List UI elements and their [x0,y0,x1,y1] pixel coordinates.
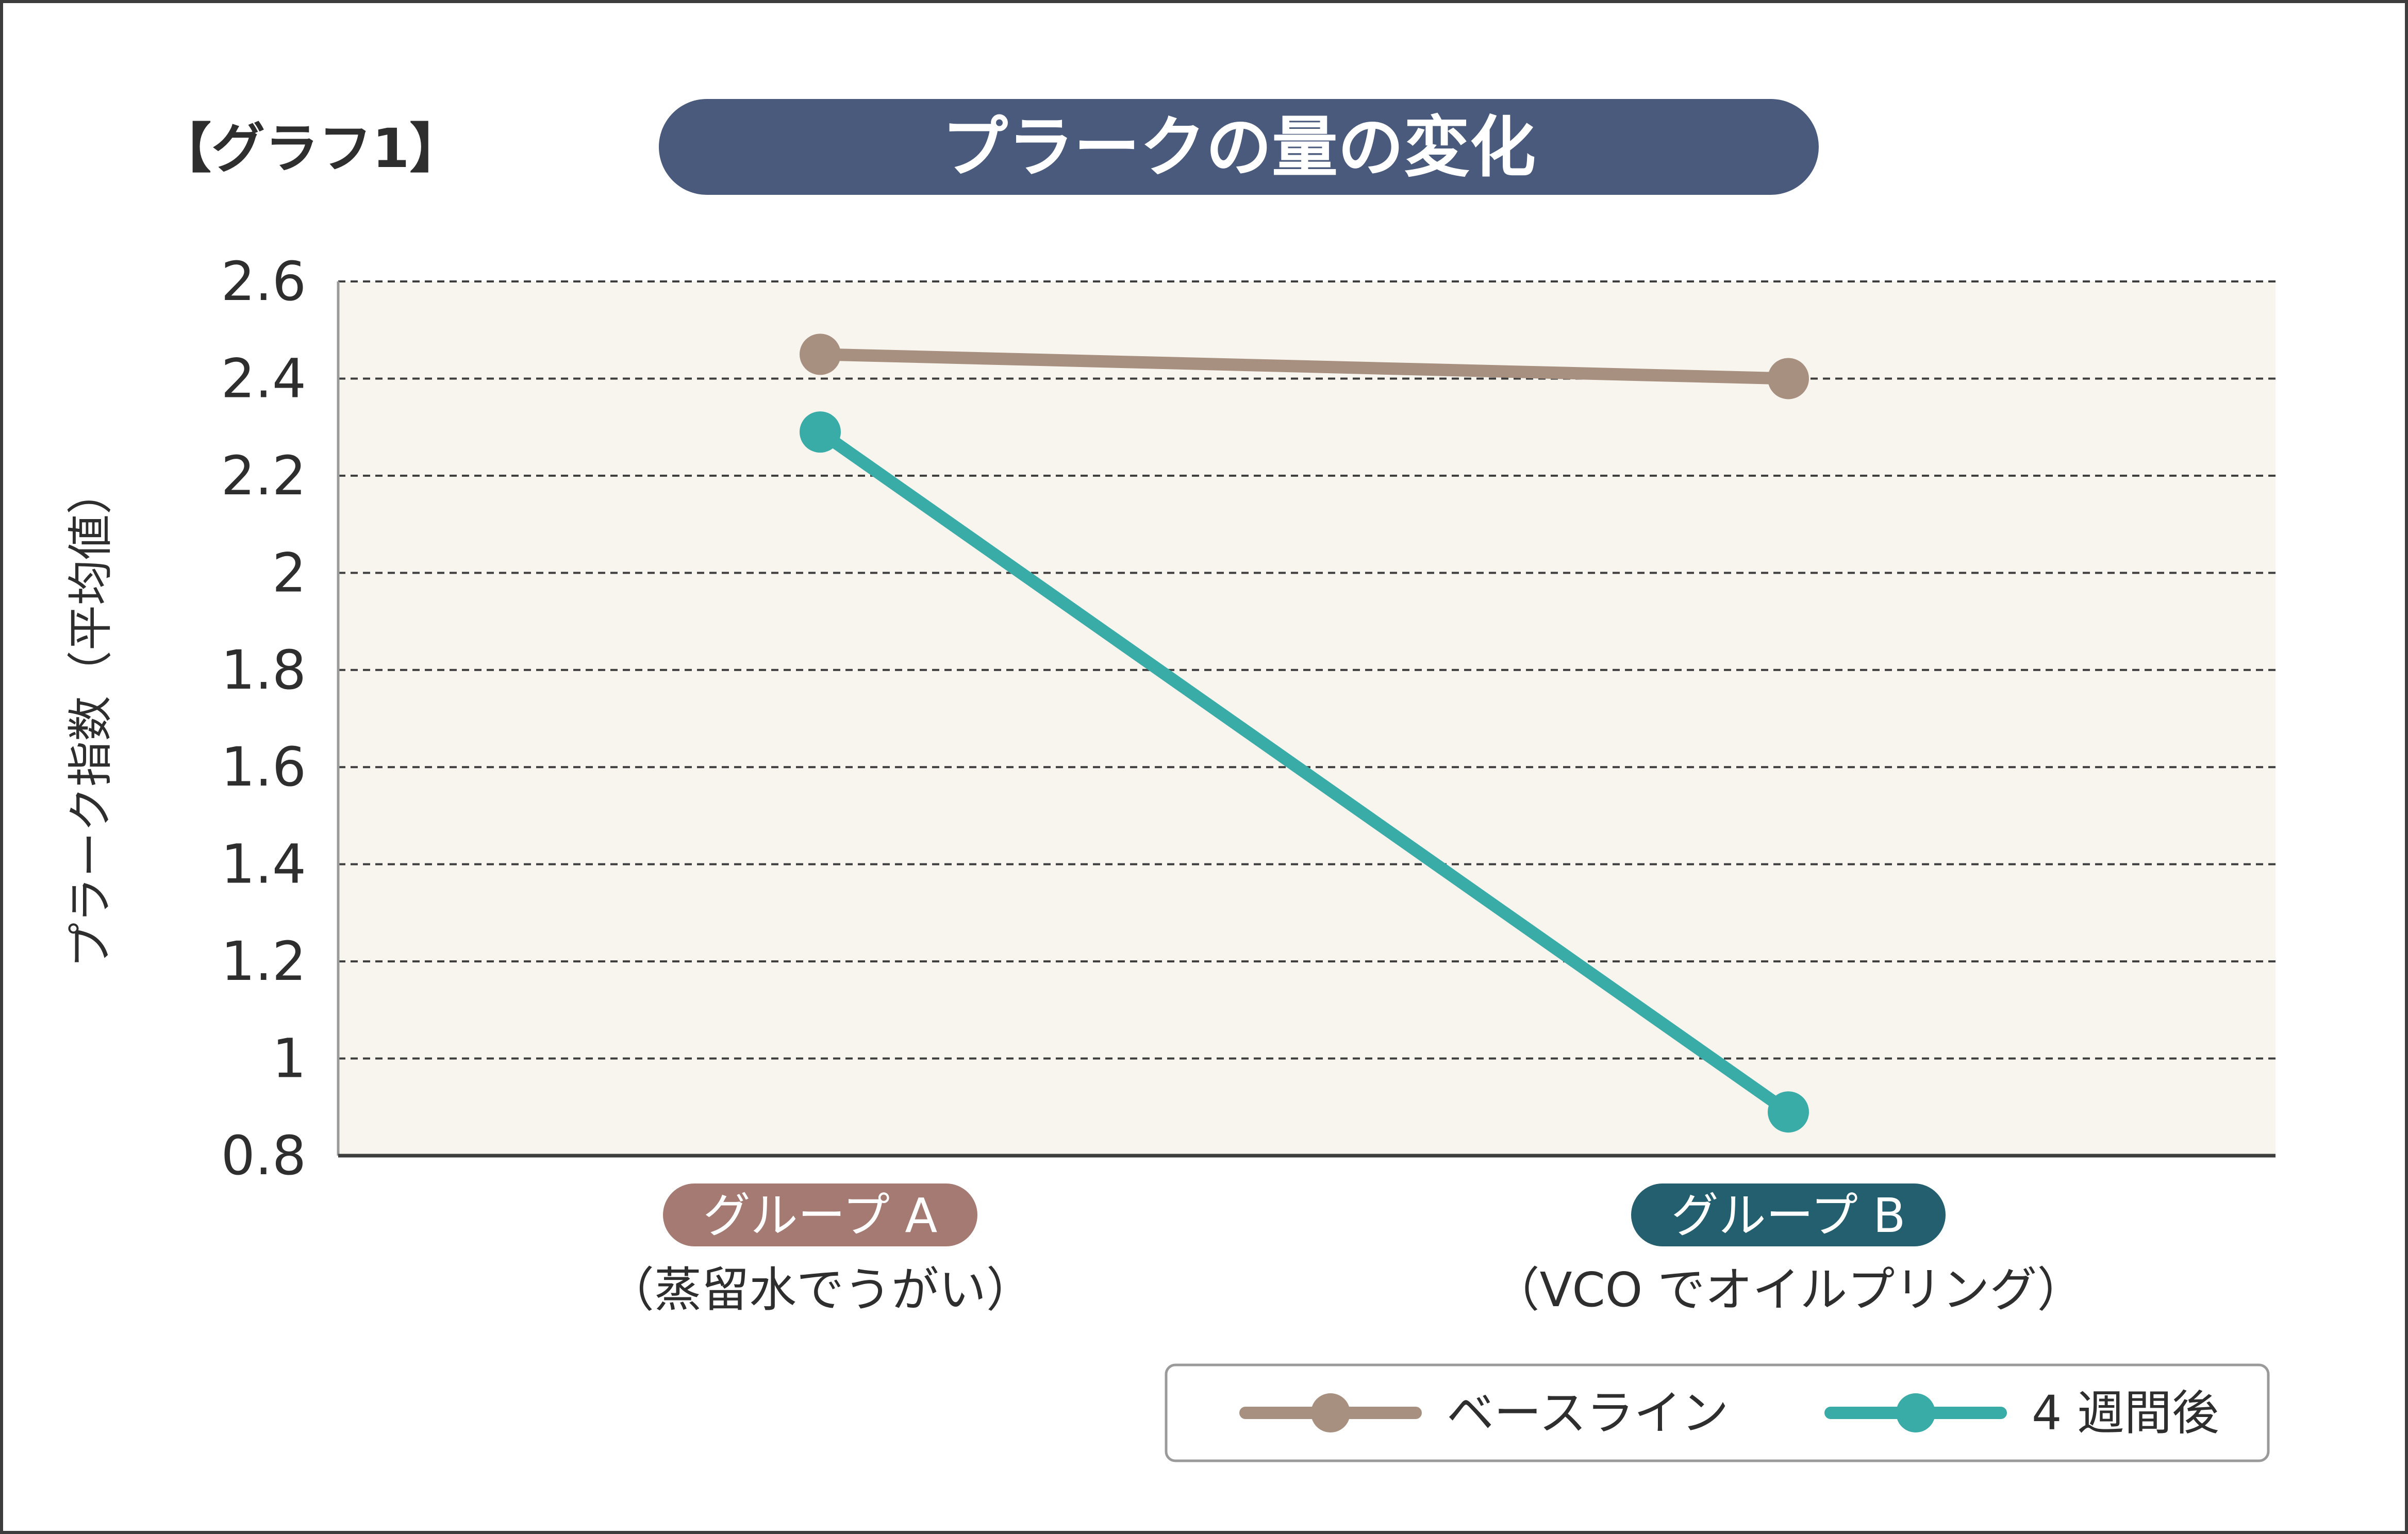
legend-baseline-label: ベースライン [1447,1386,1729,1441]
y-tick-label: 0.8 [221,1124,306,1187]
series-1 [800,411,1809,1133]
y-tick-label: 1.6 [221,736,306,798]
y-tick-label: 2.2 [221,444,306,507]
y-tick-label: 2 [272,541,306,604]
y-axis-label: プラーク指数（平均値） [64,469,117,968]
graph-number-label: 【グラフ1】 [158,117,463,180]
line-chart: 【グラフ1】 プラークの量の変化 2.6 2.4 2.2 2 1.8 1.6 1.4 1.2 1… [64,99,2276,1462]
data-point [1768,358,1809,399]
x-category-labels: グループ A （蒸留水でうがい） グループ B （VCO でオイルプリング） [607,1183,2084,1318]
plot-area [338,281,2276,1156]
category-label: グループ A [703,1188,938,1243]
series-line [814,348,1795,385]
title-background [659,99,1819,195]
legend-after-marker [1896,1393,1935,1432]
data-point [1768,1091,1809,1133]
legend-after-label: 4 週間後 [2032,1386,2219,1441]
category-badge [1631,1183,1946,1246]
category-1: グループ B （VCO でオイルプリング） [1492,1183,2085,1318]
series-line [814,426,1795,1119]
data-point [800,411,841,453]
data-point [800,334,841,375]
legend-box [1165,1363,2270,1462]
legend-baseline-marker [1311,1393,1350,1432]
chart-title: プラークの量の変化 [942,109,1536,186]
y-tick-label: 2.6 [221,250,306,313]
y-tick-label: 1 [272,1027,306,1090]
category-sublabel: （蒸留水でうがい） [607,1262,1034,1318]
legend: ベースライン 4 週間後 [1165,1363,2270,1462]
y-tick-label: 1.8 [221,639,306,702]
category-label: グループ B [1671,1188,1906,1243]
series-0 [800,334,1809,399]
y-tick-label: 1.2 [221,930,306,993]
grid-lines [338,280,2276,1060]
y-tick-label: 1.4 [221,833,306,896]
y-tick-labels: 2.6 2.4 2.2 2 1.8 1.6 1.4 1.2 1 0.8 [221,250,306,1187]
y-tick-label: 2.4 [221,347,306,410]
chart-title-banner: プラークの量の変化 [659,99,1819,195]
category-sublabel: （VCO でオイルプリング） [1492,1262,2085,1318]
category-badge [663,1183,977,1246]
data-series [800,334,1809,1133]
category-0: グループ A （蒸留水でうがい） [607,1183,1034,1318]
